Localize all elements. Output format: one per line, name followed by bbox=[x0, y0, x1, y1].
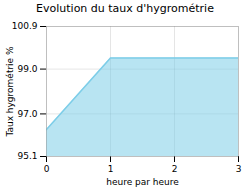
svg-text:0: 0 bbox=[44, 164, 50, 174]
html-text:Evolution du taux d'hygrométri: Evolution du taux d'hygrométrie bbox=[36, 2, 214, 15]
svg-text:2: 2 bbox=[172, 164, 178, 174]
svg-text:95.1: 95.1 bbox=[17, 151, 37, 161]
svg-text:97.0: 97.0 bbox=[17, 109, 37, 119]
svg-text:1: 1 bbox=[108, 164, 114, 174]
svg-text:100.9: 100.9 bbox=[12, 21, 38, 31]
svg-text:99.0: 99.0 bbox=[17, 64, 37, 74]
svg-text:heure par heure: heure par heure bbox=[106, 177, 179, 187]
svg-text:3: 3 bbox=[236, 164, 242, 174]
svg-text:Taux hygrométrie %: Taux hygrométrie % bbox=[5, 46, 15, 138]
